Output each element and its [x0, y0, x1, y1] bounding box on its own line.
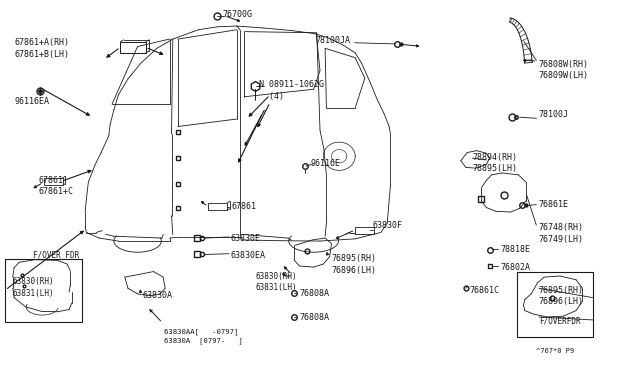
Text: 76861C: 76861C [469, 286, 499, 295]
Bar [44, 178, 63, 185]
Text: 76808A: 76808A [300, 313, 330, 322]
Bar [517, 272, 593, 337]
Text: 67861: 67861 [232, 202, 257, 211]
Text: 63830EA: 63830EA [230, 251, 266, 260]
Text: 63830AA[   -0797]
63830A  [0797-   ]: 63830AA[ -0797] 63830A [0797- ] [164, 328, 243, 344]
Text: N 08911-1062G
  (4): N 08911-1062G (4) [259, 80, 324, 101]
Text: 67861
67861+C: 67861 67861+C [38, 176, 74, 196]
Text: 78100J: 78100J [539, 110, 569, 119]
Text: F/OVER FDR: F/OVER FDR [33, 250, 79, 259]
Text: 96116E: 96116E [310, 159, 340, 168]
Text: 78894(RH)
78895(LH): 78894(RH) 78895(LH) [472, 153, 517, 173]
Text: ^767*0 P9: ^767*0 P9 [536, 348, 575, 354]
Text: 96116EA: 96116EA [14, 97, 49, 106]
Bar [120, 42, 146, 53]
Text: 63830(RH)
63831(LH): 63830(RH) 63831(LH) [256, 272, 298, 292]
Text: 76748(RH)
76749(LH): 76748(RH) 76749(LH) [539, 223, 584, 244]
Text: F/OVERFDR: F/OVERFDR [539, 317, 580, 326]
Text: 63830A: 63830A [143, 291, 173, 300]
Text: 76802A: 76802A [500, 263, 531, 272]
Text: 76808W(RH)
76809W(LH): 76808W(RH) 76809W(LH) [539, 60, 589, 80]
Text: 76895(RH)
76896(LH): 76895(RH) 76896(LH) [539, 286, 584, 307]
Text: 78818E: 78818E [500, 245, 531, 254]
Bar [208, 203, 227, 210]
Text: 76700G: 76700G [223, 10, 253, 19]
Text: 76808A: 76808A [300, 289, 330, 298]
Text: 63830F: 63830F [372, 221, 403, 230]
Text: 78100JA: 78100JA [316, 36, 351, 45]
Text: 76895(RH)
76896(LH): 76895(RH) 76896(LH) [332, 254, 376, 275]
Text: 63830(RH)
63831(LH): 63830(RH) 63831(LH) [13, 277, 54, 298]
Bar [5, 259, 82, 322]
Text: 67861+A(RH)
67861+B(LH): 67861+A(RH) 67861+B(LH) [14, 38, 69, 59]
Text: 63830E: 63830E [230, 234, 260, 243]
Bar [355, 227, 374, 234]
Text: 76861E: 76861E [539, 200, 569, 209]
